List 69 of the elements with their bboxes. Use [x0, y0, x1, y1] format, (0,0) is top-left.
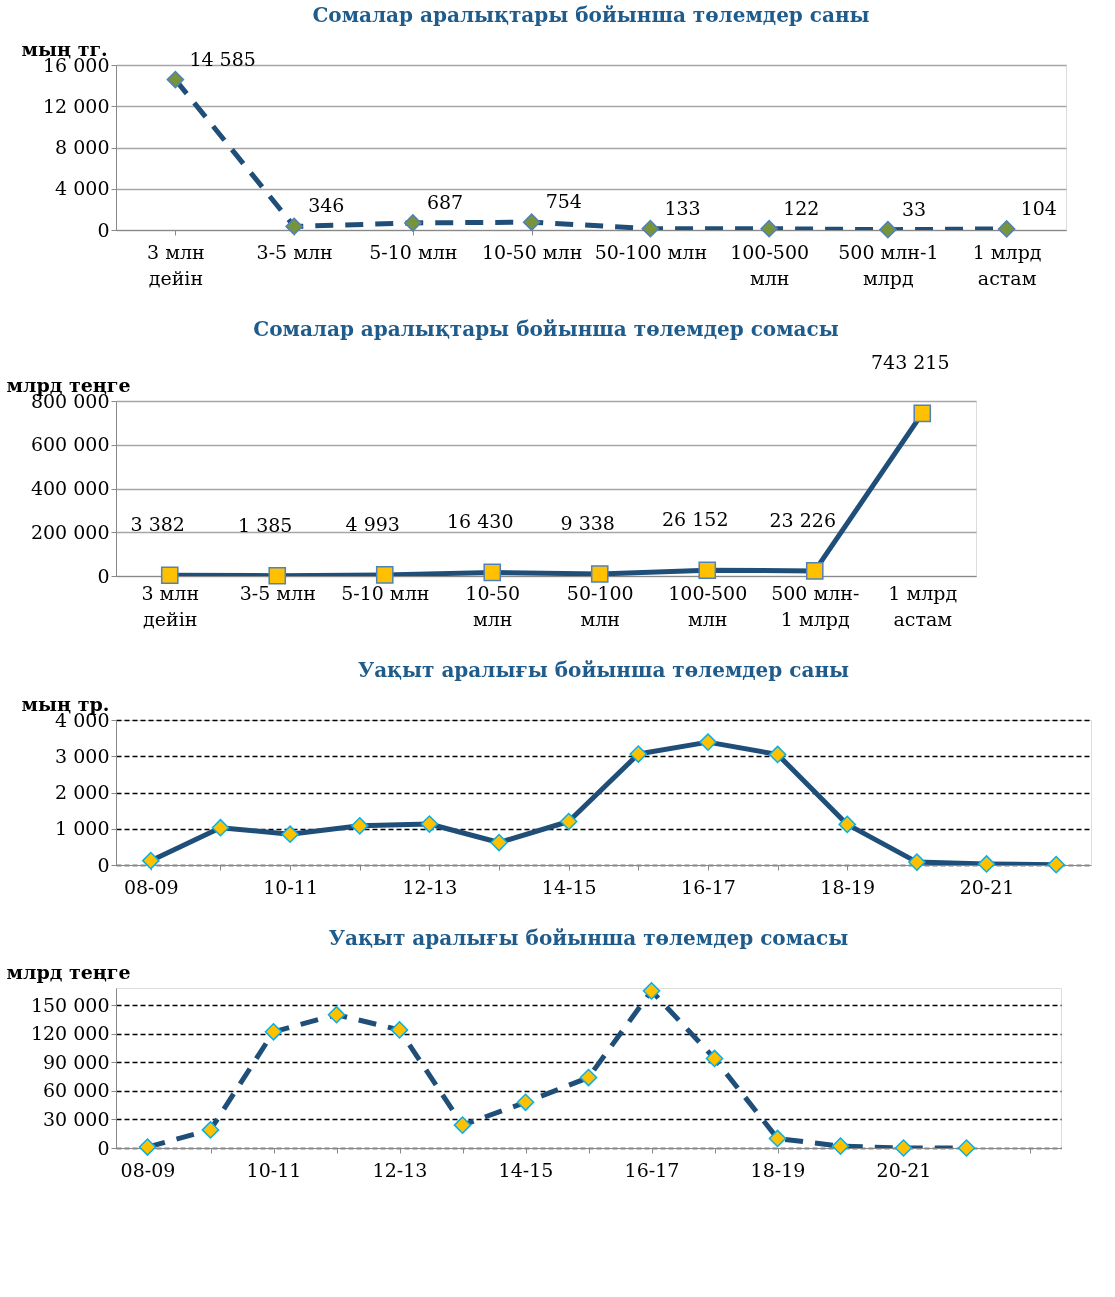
- y-axis-title: млрд теңге: [6, 960, 131, 983]
- x-tick-label: 100-500 млн: [730, 240, 810, 289]
- data-label: 16 430: [447, 510, 514, 533]
- x-tick-label: 5-10 млн: [341, 581, 430, 604]
- y-tick-label: 8 000: [55, 136, 110, 158]
- x-tick-label: 08-09: [123, 875, 179, 898]
- x-tick-label: 14-15: [498, 1158, 554, 1181]
- x-tick-label: 1 млрд астам: [972, 240, 1042, 289]
- y-tick-label: 120 000: [30, 1022, 110, 1045]
- data-label: 14 585: [189, 47, 256, 70]
- data-label: 743 215: [870, 351, 950, 374]
- y-tick-label: 0: [97, 853, 110, 876]
- x-tick-label: 12-13: [372, 1158, 428, 1181]
- x-tick-label: 500 млн- 1 млрд: [771, 581, 860, 630]
- x-tick-label: 10-50 млн: [465, 581, 521, 630]
- x-tick-label: 3 млн дейін: [147, 240, 205, 289]
- x-tick-label: 3-5 млн: [239, 581, 316, 604]
- x-tick-label: 10-50 млн: [481, 240, 583, 263]
- x-tick-label: 1 млрд астам: [888, 581, 958, 630]
- y-tick-label: 12 000: [43, 94, 110, 117]
- data-label: 9 338: [560, 511, 615, 534]
- chart-title: Уақыт аралығы бойынша төлемдер сомасы: [328, 926, 849, 950]
- x-tick-label: 5-10 млн: [369, 240, 458, 263]
- chart-title: Уақыт аралығы бойынша төлемдер саны: [357, 658, 850, 682]
- x-tick-label: 3-5 млн: [256, 240, 333, 263]
- x-tick-label: 10-11: [246, 1158, 302, 1181]
- y-tick-label: 0: [97, 1136, 110, 1159]
- data-label: 754: [545, 190, 582, 213]
- x-tick-label: 14-15: [541, 875, 597, 898]
- y-tick-label: 4 000: [55, 177, 110, 200]
- y-tick-label: 600 000: [30, 433, 110, 456]
- y-tick-label: 2 000: [55, 781, 110, 803]
- data-label: 3 382: [130, 513, 185, 536]
- data-label: 1 385: [238, 513, 293, 536]
- data-label: 26 152: [662, 508, 729, 531]
- data-label: 33: [901, 197, 927, 220]
- x-tick-label: 12-13: [402, 875, 458, 898]
- x-tick-label: 08-09: [120, 1158, 176, 1181]
- x-tick-label: 100-500 млн: [668, 581, 748, 630]
- y-tick-label: 150 000: [30, 993, 110, 1016]
- y-tick-label: 30 000: [43, 1107, 110, 1130]
- data-label: 104: [1020, 196, 1057, 219]
- x-tick-label: 18-19: [820, 875, 876, 898]
- x-tick-label: 16-17: [624, 1158, 680, 1181]
- x-tick-label: 50-100 млн: [566, 581, 634, 630]
- x-tick-label: 50-100 млн: [594, 240, 708, 263]
- chart-title: Сомалар аралықтары бойынша төлемдер саны: [312, 3, 870, 27]
- y-tick-label: 3 000: [55, 744, 110, 767]
- y-tick-label: 0: [97, 564, 110, 587]
- x-tick-label: 500 млн-1 млрд: [838, 240, 939, 289]
- data-label: 4 993: [345, 512, 400, 535]
- y-tick-label: 90 000: [43, 1050, 110, 1073]
- x-tick-label: 20-21: [876, 1158, 932, 1181]
- y-tick-label: 60 000: [43, 1079, 110, 1102]
- y-tick-label: 0: [97, 218, 110, 241]
- data-label: 687: [426, 190, 464, 213]
- x-tick-label: 3 млн дейін: [141, 581, 200, 630]
- data-label: 23 226: [769, 508, 836, 531]
- data-label: 122: [783, 196, 820, 219]
- y-tick-label: 400 000: [30, 477, 110, 499]
- x-tick-label: 20-21: [959, 875, 1015, 898]
- data-label: 346: [308, 194, 345, 217]
- x-tick-label: 10-11: [263, 875, 318, 898]
- x-tick-label: 18-19: [750, 1158, 806, 1181]
- x-tick-label: 16-17: [681, 875, 736, 898]
- data-label: 133: [664, 196, 701, 219]
- y-tick-label: 200 000: [30, 520, 110, 543]
- y-tick-label: 1 000: [55, 817, 110, 840]
- chart-title: Сомалар аралықтары бойынша төлемдер сомасы: [253, 317, 839, 342]
